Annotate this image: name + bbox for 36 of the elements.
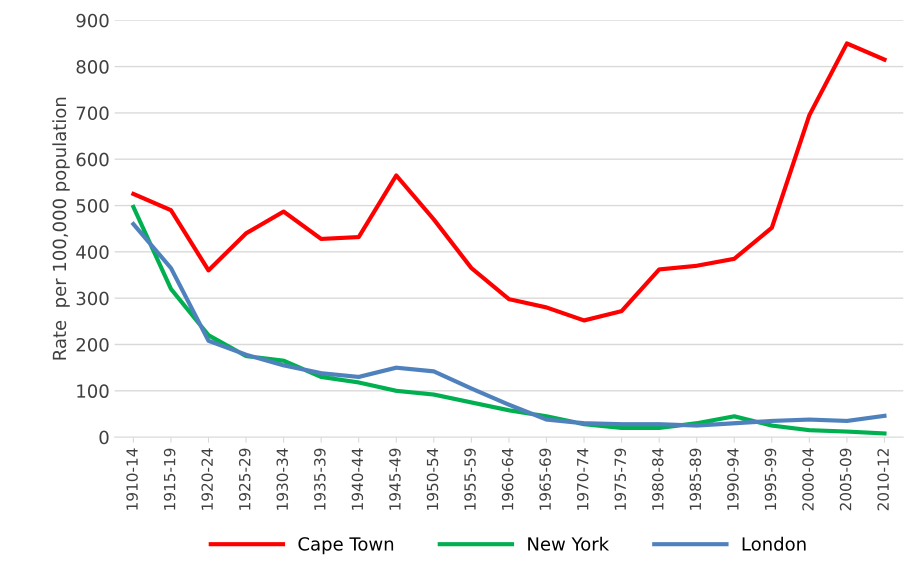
x-tick-label: 1985-89 [690, 448, 702, 510]
x-tick-label: 1930-34 [276, 448, 288, 510]
x-tick-label: 1965-69 [539, 448, 551, 510]
legend-label: New York [528, 536, 610, 551]
x-tick-label: 1935-39 [314, 448, 326, 510]
x-tick-label: 1970-74 [576, 448, 588, 510]
x-tick-label: 1950-54 [426, 448, 438, 510]
x-tick-label: 2005-09 [840, 448, 852, 510]
x-tick-label: 1955-59 [464, 448, 476, 510]
x-tick-label: 1920-24 [201, 448, 213, 510]
y-tick-label: 500 [76, 199, 109, 213]
x-tick-label: 1960-64 [502, 448, 514, 510]
y-tick-label: 600 [76, 152, 109, 166]
legend-label: London [742, 536, 806, 551]
x-tick-label: 1945-49 [389, 448, 401, 510]
y-tick-label: 300 [76, 292, 109, 306]
x-tick-label: 1975-79 [614, 448, 626, 510]
line-series [131, 41, 887, 323]
y-tick-label: 900 [76, 14, 109, 28]
x-tick-label: 1915-19 [164, 448, 176, 510]
x-tick-label: 2000-04 [802, 448, 814, 510]
y-tick-label: 200 [76, 338, 109, 352]
x-tick-label: 1925-29 [238, 448, 250, 510]
x-tick-label: 1940-44 [352, 448, 364, 510]
y-tick-label: 700 [76, 106, 109, 120]
y-axis-title: Rate per 100,000 population [52, 98, 70, 360]
x-tick-label: 1990-94 [727, 448, 739, 510]
legend-label: Cape Town [298, 537, 394, 554]
y-tick-label: 800 [76, 60, 109, 74]
x-tick-label: 1995-99 [764, 448, 776, 510]
y-tick-label: 0 [99, 430, 109, 444]
x-tick-label: 1980-84 [652, 448, 664, 510]
x-tick-label: 2010-12 [877, 449, 889, 510]
y-tick-label: 100 [77, 384, 109, 398]
x-tick-label: 1910-14 [126, 448, 138, 510]
y-tick-label: 400 [76, 245, 109, 259]
